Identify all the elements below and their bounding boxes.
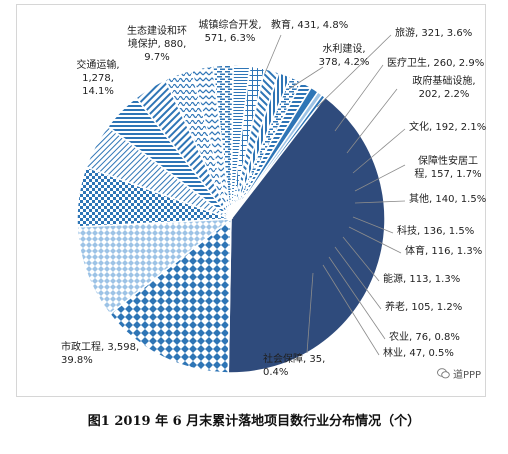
leader-line-social — [306, 272, 314, 354]
watermark-text: 道PPP — [453, 370, 482, 381]
data-label-water: 水利建设, 378, 4.2% — [318, 44, 370, 68]
leader-line-education — [264, 34, 282, 74]
pie-slice-eco — [76, 218, 234, 315]
pie-slice-transport — [108, 217, 232, 374]
data-label-transport: 交通运输, 1,278, 14.1% — [76, 60, 120, 97]
data-label-elderly: 养老, 105, 1.2% — [385, 302, 463, 313]
leader-line-health — [334, 64, 384, 132]
data-label-municipal: 市政工程, 3,598, 39.8% — [61, 342, 140, 366]
data-label-education: 教育, 431, 4.8% — [271, 20, 349, 31]
data-label-culture: 文化, 192, 2.1% — [409, 122, 487, 133]
leader-line-tech — [352, 216, 394, 234]
figure-caption: 图1 2019 年 6 月末累计落地项目数行业分布情况（个） — [87, 414, 421, 429]
data-label-tourism: 旅游, 321, 3.6% — [395, 28, 473, 39]
leader-line-elderly — [334, 246, 382, 310]
leader-line-housing — [354, 164, 406, 192]
data-label-social: 社会保障, 35, 0.4% — [263, 354, 326, 378]
data-label-urban: 城镇综合开发, 571, 6.3% — [198, 20, 262, 44]
data-label-agri: 农业, 76, 0.8% — [389, 332, 460, 343]
data-label-eco: 生态建设和环 境保护, 880, 9.7% — [127, 26, 187, 63]
pie-chart — [76, 34, 406, 374]
leader-line-gov — [346, 88, 398, 154]
chart-frame: 城镇综合开发, 571, 6.3% 教育, 431, 4.8% 水利建设, 378, 4… — [16, 4, 486, 397]
data-label-other: 其他, 140, 1.5% — [409, 194, 487, 205]
leader-line-culture — [352, 128, 406, 174]
leader-line-sports — [348, 226, 402, 254]
pie-slice-municipal — [227, 96, 386, 374]
data-label-housing: 保障性安居工 程, 157, 1.7% — [414, 156, 482, 180]
data-label-gov: 政府基础设施, 202, 2.2% — [412, 76, 476, 100]
leader-line-water — [288, 66, 324, 90]
leader-line-tourism — [316, 34, 392, 108]
data-label-forestry: 林业, 47, 0.5% — [383, 348, 454, 359]
data-label-sports: 体育, 116, 1.3% — [405, 246, 483, 257]
data-label-health: 医疗卫生, 260, 2.9% — [387, 58, 485, 69]
leader-line-energy — [342, 236, 380, 282]
watermark: 道PPP — [437, 366, 481, 381]
wechat-icon — [437, 368, 450, 379]
leader-line-other — [354, 200, 406, 204]
leader-line-agri — [328, 256, 386, 340]
data-label-tech: 科技, 136, 1.5% — [397, 226, 475, 237]
leader-line-forestry — [322, 264, 380, 356]
data-label-energy: 能源, 113, 1.3% — [383, 274, 461, 285]
